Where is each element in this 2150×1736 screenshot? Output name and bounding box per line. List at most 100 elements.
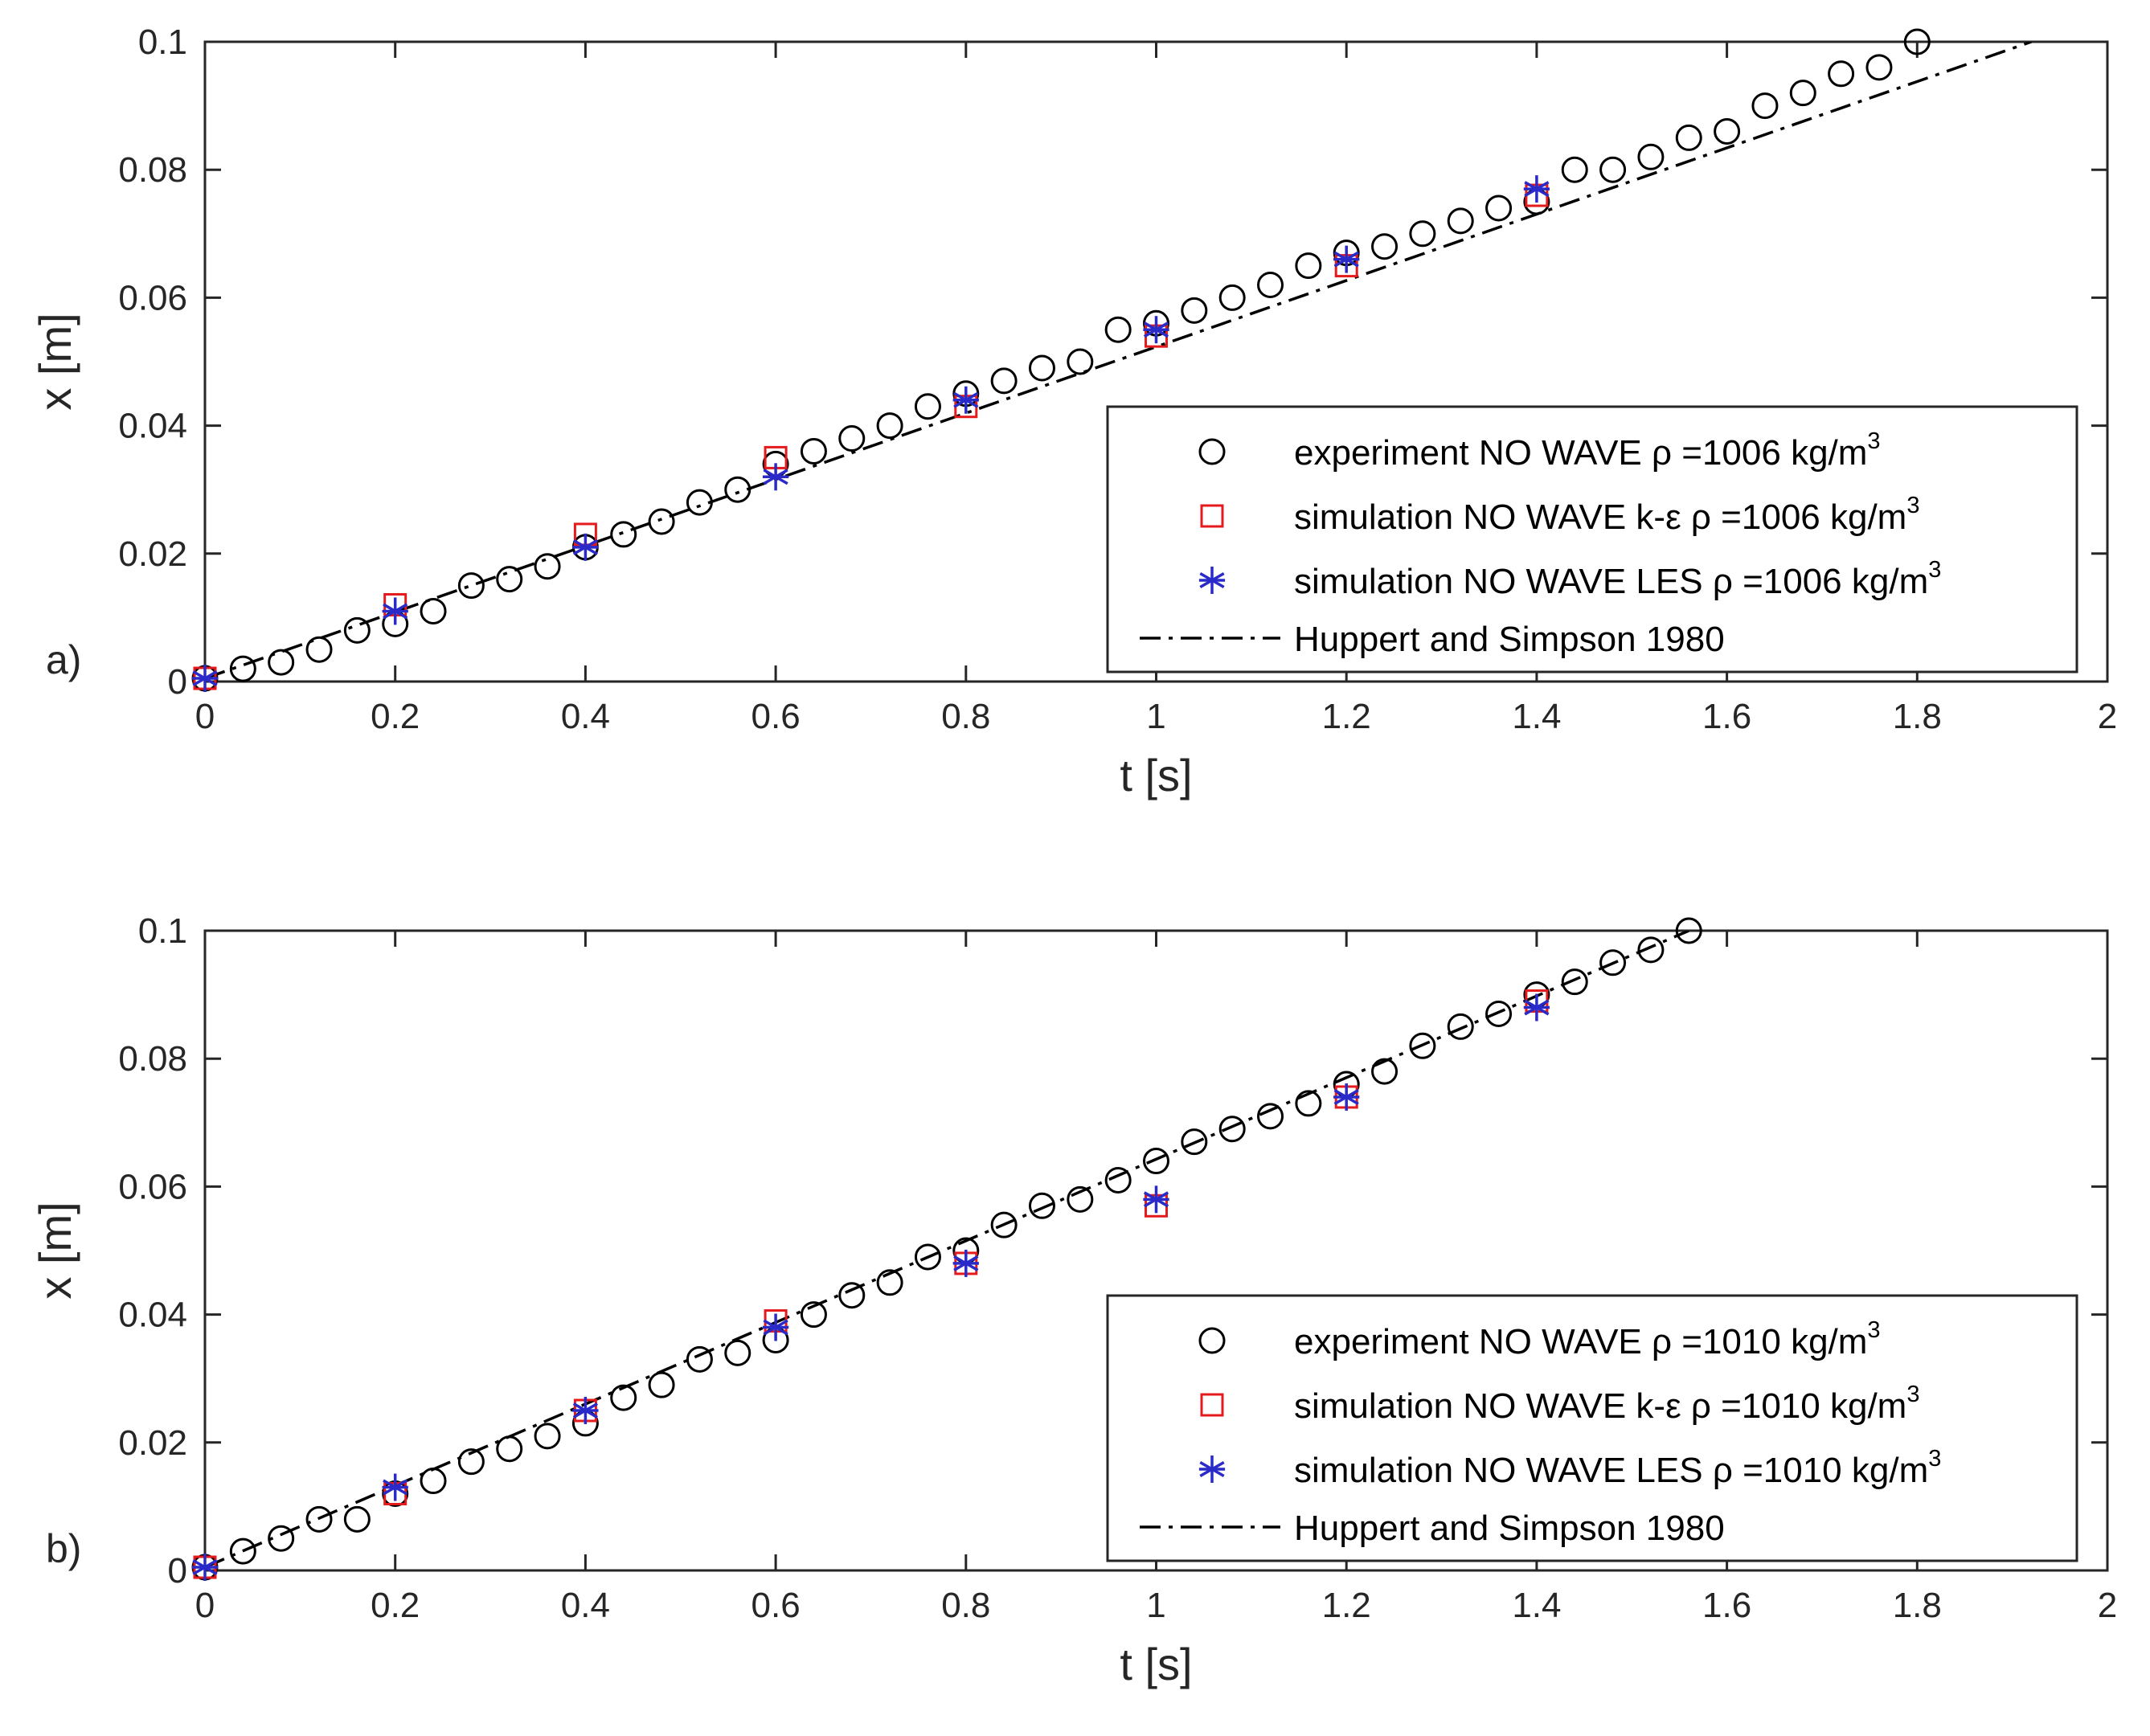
y-tick-label: 0.1 [138,23,187,62]
data-point-circle [1181,297,1208,324]
data-point-circle [229,1537,256,1565]
legend-square-swatch [1200,504,1224,528]
data-point-circle [1295,252,1322,280]
data-point-circle [610,521,637,548]
y-tick-label: 0.08 [118,150,187,190]
data-point-circle [1143,1148,1169,1175]
x-axis-label: t [s] [1120,1639,1192,1689]
data-point-asterisk [952,1249,979,1277]
x-tick-label: 1 [1146,1586,1165,1625]
data-point-asterisk [1523,175,1550,203]
data-point-circle [1104,316,1132,343]
data-point-circle [724,476,751,503]
data-point-asterisk [382,1473,408,1501]
legend-circle-swatch [1198,1327,1226,1354]
data-point-circle [496,566,523,593]
data-point-circle [268,1525,295,1552]
x-tick-label: 2 [2098,1586,2117,1625]
data-point-circle [1409,220,1436,248]
data-point-asterisk [762,463,789,491]
x-tick-label: 0 [195,1586,215,1625]
data-point-asterisk [572,1397,599,1424]
data-point-circle [914,1243,941,1271]
data-point-circle [800,1301,827,1329]
data-point-circle [1257,1103,1284,1130]
x-tick-label: 1.4 [1512,697,1561,736]
legend-entry-label: experiment NO WAVE ρ =1010 kg/m3 [1294,1317,1881,1361]
data-point-circle [914,393,941,420]
legend-square-swatch [1200,1393,1224,1417]
data-point-circle [1561,968,1588,996]
chart-panel-a: 0 0.2 0.4 0.6 0.8 1 1.2 1.4 1.6 1.8 2 0 0.02 0.04 0.06… [30,23,2117,800]
data-point-circle [990,1211,1018,1239]
data-point-circle [1561,156,1588,183]
legend-circle-swatch [1198,438,1226,465]
legend: experiment NO WAVE ρ =1010 kg/m3 simulati… [1106,1294,2078,1562]
data-point-circle [496,1435,523,1463]
data-point-circle [420,1468,447,1495]
data-point-circle [1637,143,1665,170]
data-point-circle [1828,60,1855,88]
x-axis-label: t [s] [1120,750,1192,800]
data-point-asterisk [572,533,599,561]
data-point-circle [1751,92,1779,120]
x-tick-label: 1 [1146,697,1165,736]
data-point-circle [838,425,866,452]
legend-asterisk-swatch [1198,1456,1226,1483]
data-point-circle [457,1448,485,1476]
legend: experiment NO WAVE ρ =1006 kg/m3 simulati… [1106,405,2078,674]
panel-label: b) [46,1526,81,1571]
data-point-circle [343,1505,371,1533]
data-point-circle [1181,1128,1208,1156]
data-point-circle [1447,1013,1474,1040]
data-point-circle [534,553,561,580]
data-point-asterisk [1333,245,1360,273]
data-point-circle [800,437,827,465]
data-point-circle [1067,1185,1094,1213]
legend-entry-label: simulation NO WAVE LES ρ =1006 kg/m3 [1294,557,1941,601]
x-tick-label: 1.6 [1702,697,1751,736]
data-point-asterisk [1333,1083,1360,1111]
data-point-asterisk [1143,1185,1169,1214]
data-point-circle [1218,1116,1246,1143]
series-circle [191,28,1931,692]
data-point-circle [1714,117,1741,145]
legend-entry-label: simulation NO WAVE LES ρ =1010 kg/m3 [1294,1446,1941,1490]
y-tick-label: 0.08 [118,1039,187,1079]
legend-entry-label: Huppert and Simpson 1980 [1294,620,1725,659]
data-point-circle [1675,124,1702,151]
y-tick-label: 0.1 [138,911,187,951]
x-tick-label: 1.2 [1322,697,1371,736]
y-tick-label: 0 [168,1551,187,1591]
data-point-circle [1409,1032,1436,1059]
data-point-circle [1371,1058,1399,1085]
data-point-circle [1599,949,1627,976]
x-tick-label: 0.4 [561,1586,610,1625]
legend-asterisk-swatch [1198,567,1226,594]
y-tick-label: 0.04 [118,1296,187,1335]
x-tick-label: 1.4 [1512,1586,1561,1625]
data-point-circle [1257,271,1284,298]
data-point-circle [1865,54,1893,81]
x-tick-label: 0.8 [941,697,990,736]
data-point-circle [686,489,713,516]
data-point-circle [1295,1090,1322,1117]
series-asterisk [191,993,1550,1582]
data-point-circle [1218,284,1246,311]
data-point-circle [1903,28,1931,55]
y-tick-label: 0.06 [118,278,187,317]
x-tick-label: 0.6 [751,697,801,736]
data-point-circle [305,636,333,663]
y-axis-label: x [m] [30,1202,80,1299]
data-point-circle [229,655,256,682]
x-tick-label: 0.4 [561,697,610,736]
data-point-asterisk [1143,316,1169,344]
data-point-circle [876,412,903,440]
legend-box [1106,1294,2078,1562]
data-point-circle [686,1345,713,1373]
chart-panel-b: 0 0.2 0.4 0.6 0.8 1 1.2 1.4 1.6 1.8 2 0 0.02 0.04 0.06… [30,911,2117,1689]
data-point-asterisk [952,386,979,414]
data-point-circle [1028,354,1055,382]
data-point-circle [457,572,485,600]
data-point-circle [724,1339,751,1366]
